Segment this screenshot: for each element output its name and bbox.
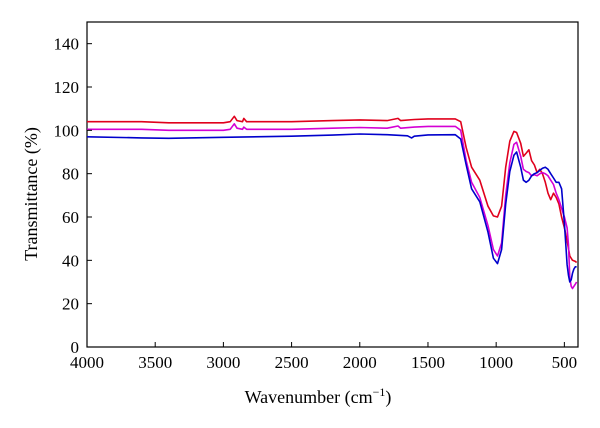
x-axis-title-main: Wavenumber (cm [245, 387, 373, 408]
x-axis-ticks: 4000 3500 3000 2500 2000 1500 1000 500 [70, 342, 577, 372]
y-tick-label: 60 [62, 208, 79, 227]
x-tick-label: 500 [552, 353, 578, 372]
y-tick-label: 20 [62, 295, 79, 314]
series-lines [86, 115, 578, 290]
x-axis-title-close: ) [385, 387, 391, 408]
x-tick-label: 3000 [206, 353, 240, 372]
y-axis-ticks: 0 20 40 60 80 100 120 140 [54, 35, 92, 357]
series-line-1 [87, 115, 578, 264]
x-axis-title: Wavenumber (cm−1) [245, 385, 392, 408]
plot-frame [86, 21, 579, 348]
series-line-2 [87, 123, 578, 290]
x-tick-label: 4000 [70, 353, 104, 372]
x-tick-label: 2500 [275, 353, 309, 372]
plot-area [86, 21, 579, 348]
y-tick-label: 140 [54, 35, 80, 54]
y-tick-label: 40 [62, 251, 79, 270]
x-axis-title-superscript: −1 [373, 385, 386, 399]
series-line-3 [86, 133, 577, 283]
y-tick-label: 100 [54, 121, 80, 140]
x-tick-label: 3500 [138, 353, 172, 372]
y-tick-label: 80 [62, 165, 79, 184]
y-tick-label: 0 [71, 338, 80, 357]
x-tick-label: 1000 [479, 353, 513, 372]
x-tick-label: 1500 [411, 353, 445, 372]
y-tick-label: 120 [54, 78, 80, 97]
x-tick-label: 2000 [343, 353, 377, 372]
y-axis-title: Transmittance (%) [21, 127, 42, 261]
